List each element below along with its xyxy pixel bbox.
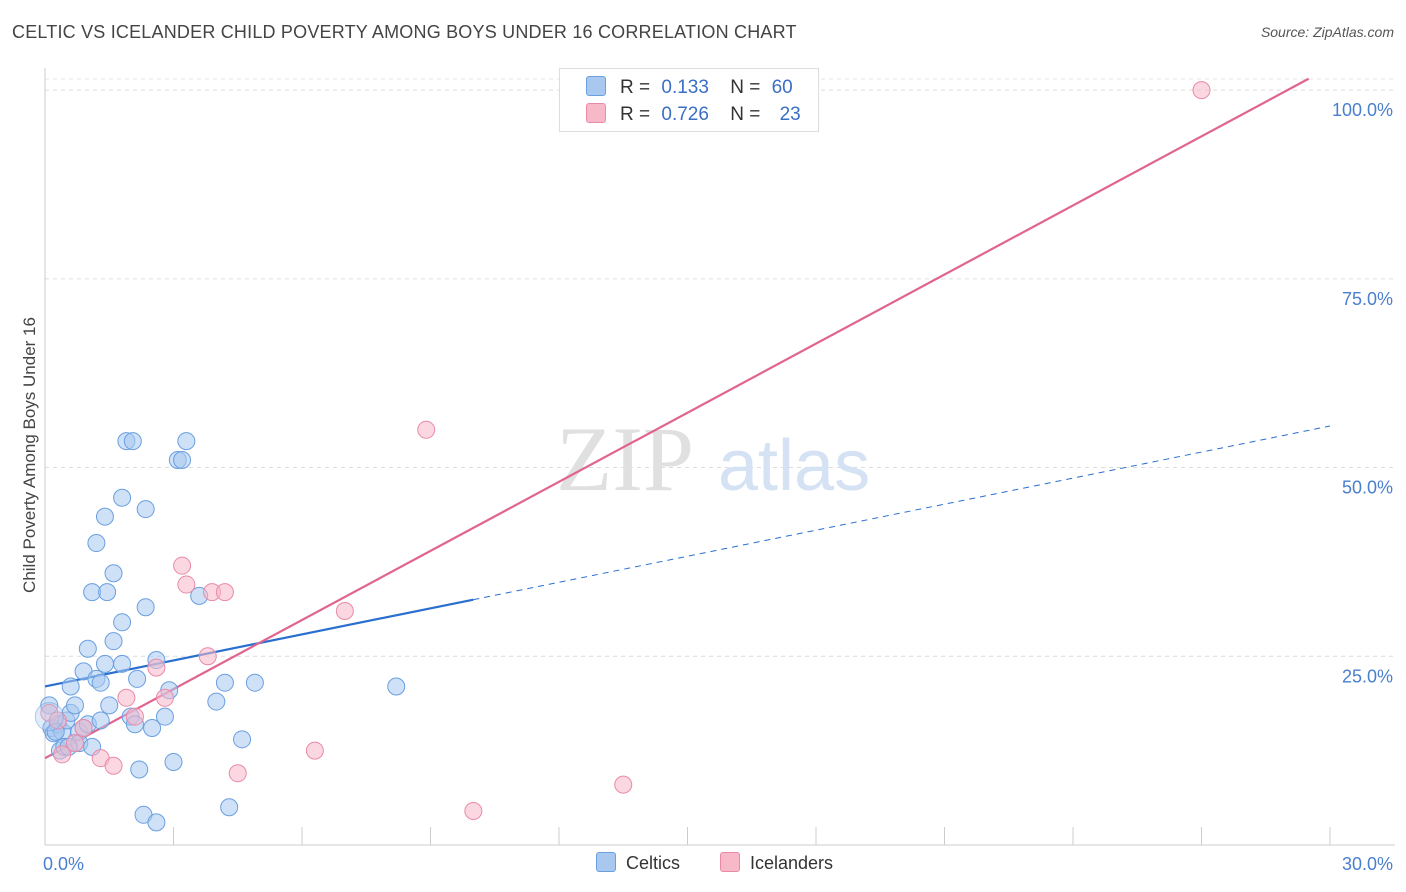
source-label: Source: ZipAtlas.com xyxy=(1260,24,1394,40)
grid xyxy=(45,78,1395,657)
icelanders-point xyxy=(104,756,123,775)
legend: R = 0.133 N = 60 R = 0.726 N = 23 xyxy=(559,68,819,132)
celtics-point xyxy=(207,692,226,711)
watermark-zip: ZIP xyxy=(556,408,694,510)
celtics-point xyxy=(91,711,110,730)
icelanders-point xyxy=(173,556,192,575)
celtics-point xyxy=(143,718,162,737)
legend-row-celtics: R = 0.133 N = 60 xyxy=(586,76,793,100)
legend-n-label: N = xyxy=(730,104,761,125)
celtics-point xyxy=(65,696,84,715)
icelanders-point xyxy=(305,741,324,760)
celtics-point xyxy=(95,654,114,673)
icelanders-point xyxy=(228,764,247,783)
celtics-point xyxy=(100,696,119,715)
celtics-point xyxy=(128,669,147,688)
y-tick-label: 100.0% xyxy=(1332,100,1393,120)
celtics-point xyxy=(130,760,149,779)
icelanders-point xyxy=(614,775,633,794)
legend-row-icelanders: R = 0.726 N = 23 xyxy=(586,103,801,127)
icelanders-point xyxy=(1192,81,1211,100)
celtics-point xyxy=(98,583,117,602)
icelanders-swatch xyxy=(586,103,606,123)
celtics-swatch xyxy=(596,852,616,872)
legend-r-value-celtics: 0.133 xyxy=(661,77,709,98)
y-tick-label: 75.0% xyxy=(1342,289,1393,309)
y-axis-label: Child Poverty Among Boys Under 16 xyxy=(20,317,39,593)
watermark-atlas: atlas xyxy=(718,426,870,506)
celtics-point xyxy=(173,451,192,469)
icelanders-point xyxy=(464,802,483,821)
icelanders-point xyxy=(147,658,166,677)
bottom-legend-celtics: Celtics xyxy=(596,852,680,874)
icelanders-point xyxy=(417,420,436,439)
celtics-point xyxy=(123,432,142,451)
icelanders-point xyxy=(74,718,93,737)
legend-n-label: N = xyxy=(730,77,761,98)
celtics-point xyxy=(61,677,80,696)
celtics-point xyxy=(113,613,132,632)
x-tick-label: 0.0% xyxy=(43,854,84,874)
icelanders-point xyxy=(198,647,217,666)
celtics-point xyxy=(233,730,252,749)
celtics-point xyxy=(113,488,132,507)
celtics-point xyxy=(220,798,239,817)
celtics-point xyxy=(147,813,166,832)
chart-title: CELTIC VS ICELANDER CHILD POVERTY AMONG … xyxy=(12,22,797,42)
legend-r-value-icelanders: 0.726 xyxy=(661,104,709,125)
celtics-point xyxy=(87,534,106,553)
icelanders-point xyxy=(48,711,67,730)
celtics-point xyxy=(164,752,183,771)
celtics-point xyxy=(91,673,110,692)
celtics-point xyxy=(83,583,102,602)
celtics-point xyxy=(95,507,114,526)
celtics-point xyxy=(113,654,132,673)
icelanders-point xyxy=(125,707,144,726)
celtics-point xyxy=(155,707,174,726)
bottom-legend-icelanders: Icelanders xyxy=(720,852,833,874)
celtics-point xyxy=(177,432,196,451)
legend-n-value-icelanders: 23 xyxy=(779,104,801,125)
x-tick-label: 30.0% xyxy=(1342,854,1393,874)
celtics-point xyxy=(245,673,264,692)
icelanders-point xyxy=(65,734,84,753)
celtics-point xyxy=(215,673,234,692)
celtics-point xyxy=(34,702,64,732)
data-points xyxy=(34,81,1211,832)
celtics-point xyxy=(387,677,406,696)
legend-n-value-celtics: 60 xyxy=(771,77,793,98)
celtics-point xyxy=(136,500,155,519)
legend-r-label: R = xyxy=(620,104,651,125)
axis-ticks: 25.0% 50.0% 75.0% 100.0% 0.0% 30.0% xyxy=(43,100,1393,874)
legend-r-label: R = xyxy=(620,77,651,98)
trend-lines xyxy=(44,77,1331,760)
icelanders-point xyxy=(177,575,196,594)
icelanders-point xyxy=(155,688,174,707)
y-tick-label: 50.0% xyxy=(1342,478,1393,498)
icelanders-swatch xyxy=(720,852,740,872)
watermark: ZIP atlas xyxy=(556,408,870,510)
bottom-legend-icelanders-label: Icelanders xyxy=(750,853,834,873)
celtics-swatch xyxy=(586,76,606,96)
icelanders-point xyxy=(335,601,354,620)
icelanders-trend-line xyxy=(44,77,1310,760)
y-tick-label: 25.0% xyxy=(1342,666,1393,686)
celtics-point xyxy=(136,598,155,617)
celtics-point xyxy=(104,632,123,651)
icelanders-point xyxy=(53,745,72,764)
icelanders-point xyxy=(117,688,136,707)
bottom-legend-celtics-label: Celtics xyxy=(626,853,681,873)
icelanders-point xyxy=(215,583,234,602)
celtics-trend-line xyxy=(473,425,1331,601)
celtics-point xyxy=(104,564,123,583)
celtics-point xyxy=(78,639,97,658)
